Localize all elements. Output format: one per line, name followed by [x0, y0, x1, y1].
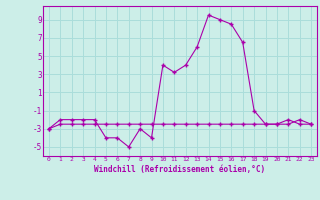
X-axis label: Windchill (Refroidissement éolien,°C): Windchill (Refroidissement éolien,°C): [94, 165, 266, 174]
